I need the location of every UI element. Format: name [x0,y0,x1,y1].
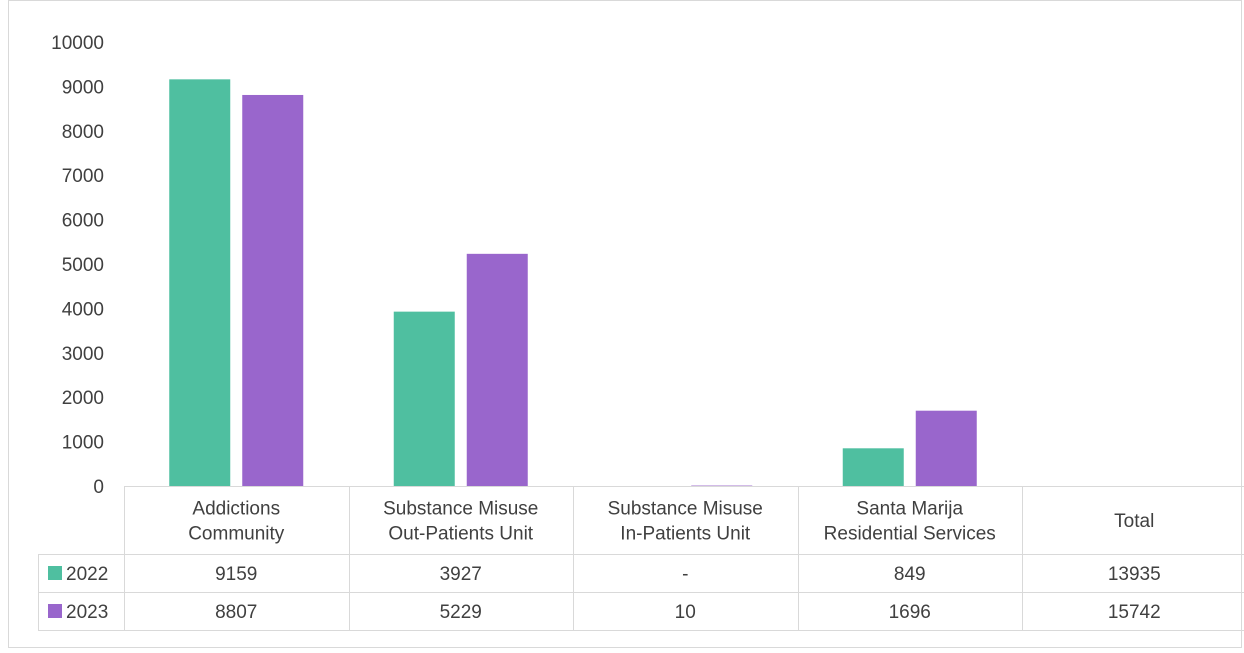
bar-2023 [242,95,303,486]
data-table-value: 9159 [215,564,257,585]
data-table-value: 13935 [1108,564,1161,585]
bar-2023 [916,411,977,486]
data-table-value: 1696 [889,602,931,623]
y-tick-label: 10000 [51,33,104,54]
y-tick-label: 9000 [62,77,104,98]
bar-2023 [467,254,528,486]
category-label: Total [1114,511,1154,532]
y-tick-label: 6000 [62,211,104,232]
legend-key-2022 [48,566,62,580]
legend-key-2023 [48,604,62,618]
y-tick-label: 4000 [62,299,104,320]
y-tick-label: 1000 [62,433,104,454]
y-tick-label: 2000 [62,388,104,409]
bar-2022 [169,79,230,486]
y-tick-label: 8000 [62,122,104,143]
data-table-value: 3927 [440,564,482,585]
legend-label: 2022 [66,564,108,585]
data-table-value: 5229 [440,602,482,623]
data-table-value: 8807 [215,602,257,623]
bar-2022 [394,312,455,486]
data-table-value: - [682,564,688,585]
y-tick-label: 7000 [62,166,104,187]
bar-2022 [843,448,904,486]
y-tick-label: 5000 [62,255,104,276]
data-table-value: 849 [894,564,926,585]
data-table-value: 15742 [1108,602,1161,623]
legend-label: 2023 [66,602,108,623]
data-table-value: 10 [675,602,696,623]
y-tick-label: 3000 [62,344,104,365]
y-tick-label: 0 [93,477,104,498]
